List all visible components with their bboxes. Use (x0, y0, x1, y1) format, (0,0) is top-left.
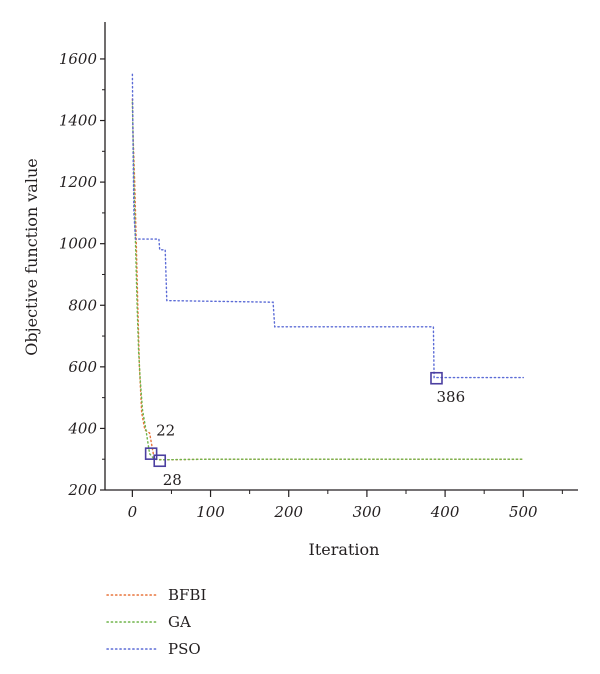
y-tick-label: 1400 (59, 112, 98, 130)
y-tick-label: 400 (67, 419, 97, 437)
x-tick-label: 400 (430, 503, 460, 521)
series-layer (131, 73, 524, 461)
y-tick-label: 800 (68, 296, 97, 314)
x-tick-label: 300 (353, 503, 382, 521)
marker-label-22: 22 (156, 422, 175, 440)
marker-layer: 22 28 386 (144, 371, 465, 489)
marker-box-22 (144, 447, 158, 460)
marker-label-386: 386 (436, 388, 465, 406)
legend-label-pso: PSO (168, 640, 201, 658)
series-line-ga (131, 101, 524, 461)
marker-box-386 (430, 371, 443, 385)
y-tick-label: 1200 (59, 173, 98, 191)
x-tick-label: 500 (509, 503, 538, 521)
y-axis-title: Objective function value (22, 158, 41, 355)
y-tick-label: 600 (68, 358, 97, 376)
y-tick-label: 1600 (59, 50, 98, 68)
x-tick-label: 200 (273, 503, 303, 521)
x-axis-title: Iteration (309, 540, 380, 559)
legend-label-ga: GA (168, 613, 191, 631)
x-tick-label: 0 (128, 503, 138, 521)
legend-label-bfbi: BFBI (168, 586, 206, 604)
marker-box-28 (153, 454, 167, 468)
x-tick-label: 100 (196, 503, 225, 521)
series-line-pso (131, 73, 524, 379)
legend: BFBI GA PSO (106, 586, 206, 658)
marker-label-28: 28 (163, 471, 182, 489)
y-tick-label: 1000 (59, 235, 98, 253)
y-tick-label: 200 (67, 481, 97, 499)
axes: 200 400 600 800 1000 1200 1400 1600 0 100 200 300 40… (59, 22, 578, 521)
